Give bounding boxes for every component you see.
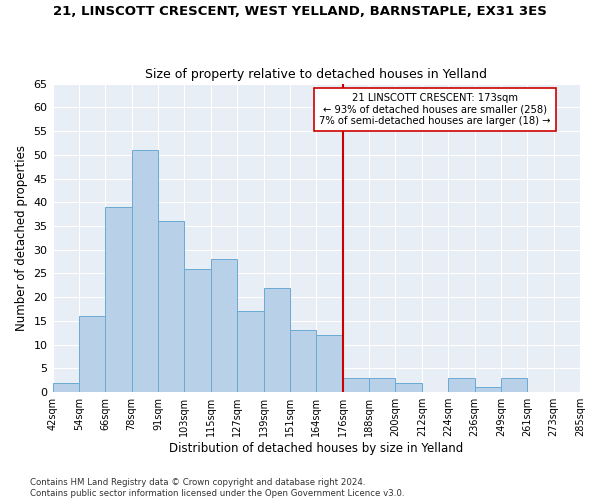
Bar bbox=[316, 335, 343, 392]
Title: Size of property relative to detached houses in Yelland: Size of property relative to detached ho… bbox=[145, 68, 487, 81]
Bar bbox=[105, 207, 131, 392]
Bar bbox=[501, 378, 527, 392]
Text: Contains HM Land Registry data © Crown copyright and database right 2024.
Contai: Contains HM Land Registry data © Crown c… bbox=[30, 478, 404, 498]
Bar bbox=[158, 222, 184, 392]
Bar bbox=[131, 150, 158, 392]
Y-axis label: Number of detached properties: Number of detached properties bbox=[15, 145, 28, 331]
Bar bbox=[343, 378, 369, 392]
Bar bbox=[263, 288, 290, 392]
Bar bbox=[395, 382, 422, 392]
Bar bbox=[448, 378, 475, 392]
Bar bbox=[290, 330, 316, 392]
X-axis label: Distribution of detached houses by size in Yelland: Distribution of detached houses by size … bbox=[169, 442, 463, 455]
Bar bbox=[369, 378, 395, 392]
Bar bbox=[237, 312, 263, 392]
Bar bbox=[79, 316, 105, 392]
Bar bbox=[53, 382, 79, 392]
Text: 21, LINSCOTT CRESCENT, WEST YELLAND, BARNSTAPLE, EX31 3ES: 21, LINSCOTT CRESCENT, WEST YELLAND, BAR… bbox=[53, 5, 547, 18]
Bar bbox=[184, 268, 211, 392]
Bar bbox=[211, 260, 237, 392]
Bar bbox=[475, 388, 501, 392]
Text: 21 LINSCOTT CRESCENT: 173sqm
← 93% of detached houses are smaller (258)
7% of se: 21 LINSCOTT CRESCENT: 173sqm ← 93% of de… bbox=[319, 93, 551, 126]
